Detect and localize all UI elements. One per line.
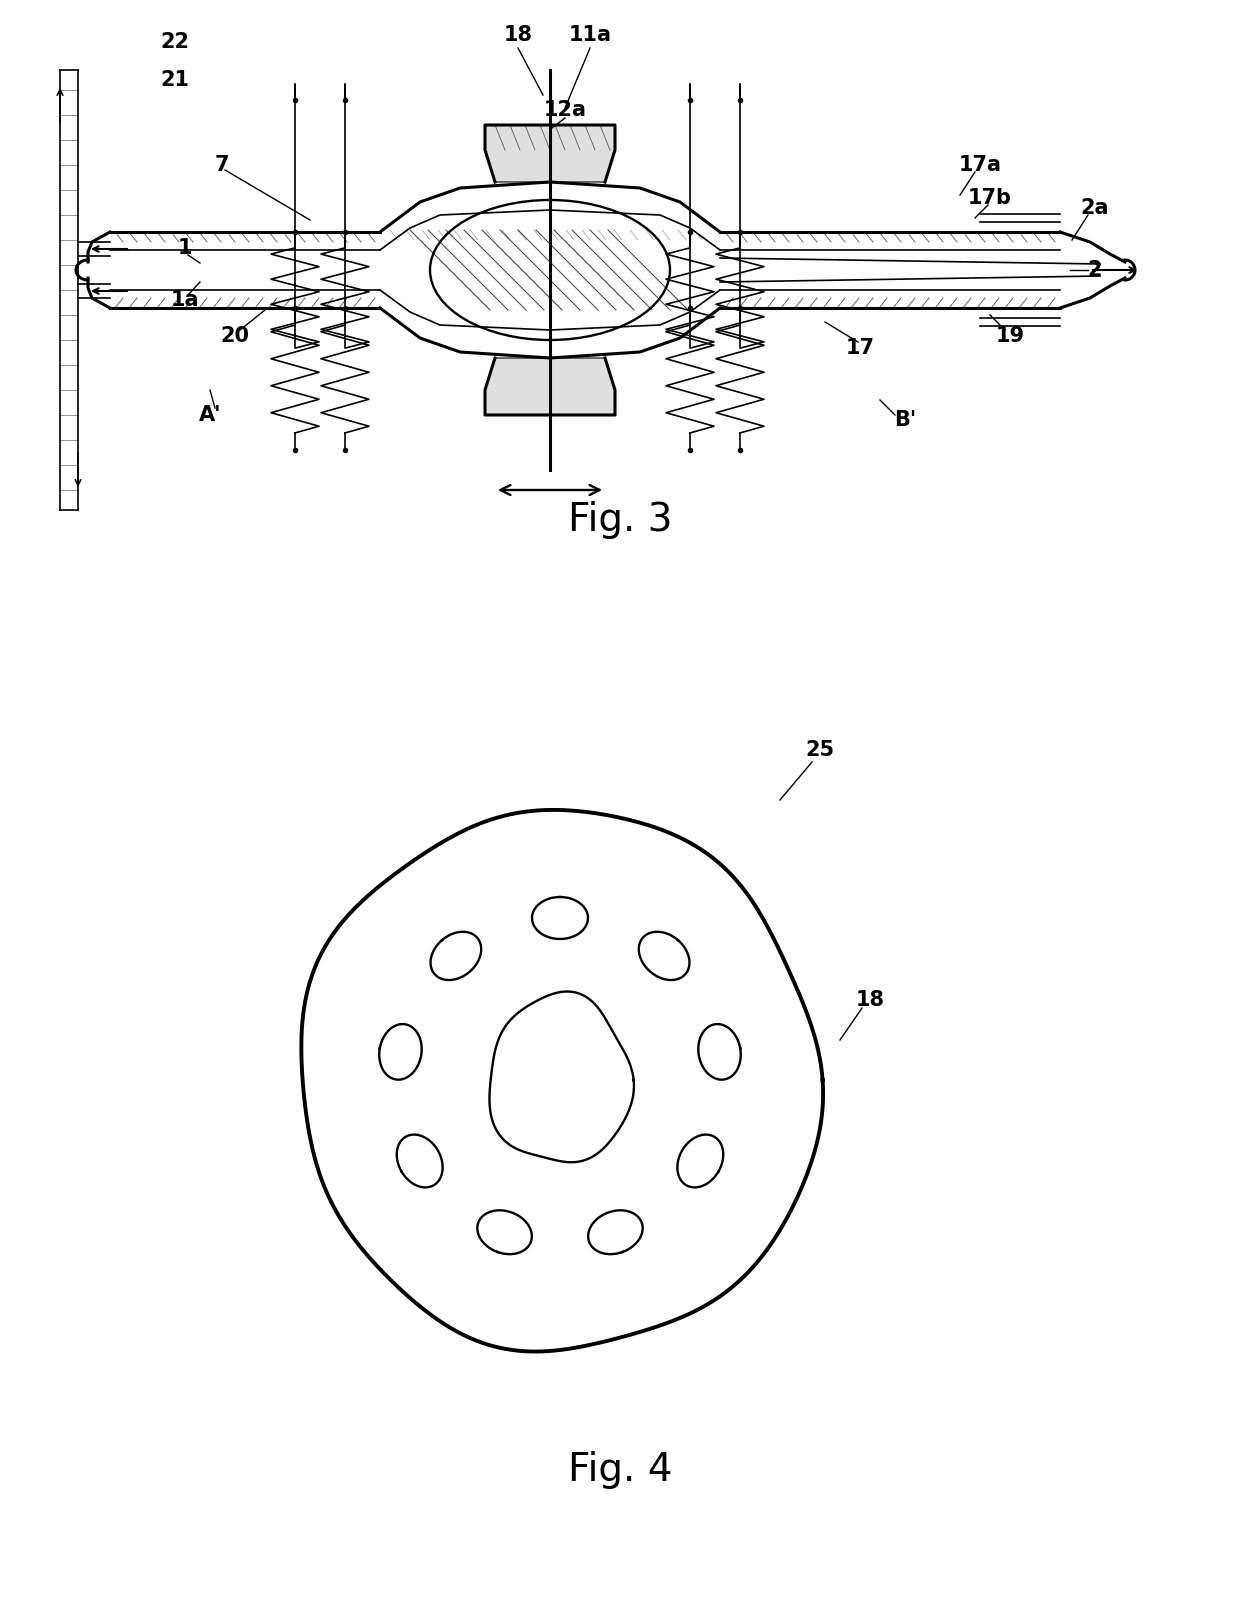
- Text: 25: 25: [806, 739, 835, 760]
- Text: 22: 22: [160, 32, 190, 52]
- Text: 1a: 1a: [171, 291, 200, 310]
- Text: 21: 21: [160, 69, 190, 90]
- Text: 12a: 12a: [543, 100, 587, 119]
- Text: 19: 19: [996, 326, 1024, 345]
- Polygon shape: [485, 358, 615, 415]
- Text: A': A': [198, 405, 221, 424]
- Text: Fig. 4: Fig. 4: [568, 1451, 672, 1490]
- Text: 1: 1: [177, 237, 192, 258]
- Text: 17a: 17a: [959, 155, 1002, 174]
- Text: 11a: 11a: [568, 24, 611, 45]
- Text: 17: 17: [846, 337, 874, 358]
- Text: 17b: 17b: [968, 187, 1012, 208]
- Text: 2: 2: [1087, 260, 1102, 279]
- Text: 7: 7: [215, 155, 229, 174]
- Text: 18: 18: [503, 24, 532, 45]
- Text: Fig. 3: Fig. 3: [568, 500, 672, 539]
- Text: 20: 20: [221, 326, 249, 345]
- Text: B': B': [894, 410, 916, 429]
- Polygon shape: [485, 124, 615, 182]
- Text: 18: 18: [856, 989, 884, 1010]
- Text: 2a: 2a: [1081, 199, 1110, 218]
